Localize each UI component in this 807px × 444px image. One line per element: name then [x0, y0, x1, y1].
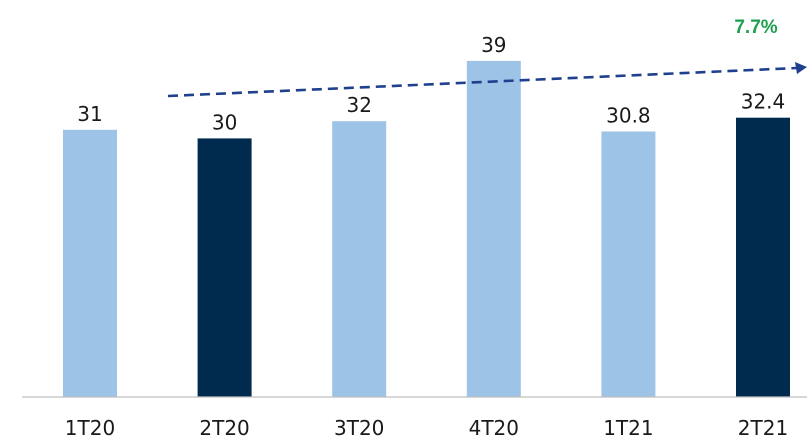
x-tick-label-3T20: 3T20	[334, 416, 384, 440]
bars-group	[63, 60, 790, 398]
value-label-1T20: 31	[77, 102, 102, 126]
bar-1T20	[63, 129, 117, 398]
value-label-1T21: 30.8	[606, 104, 651, 128]
value-labels-group: 31 30 32 39 30.8 32.4	[77, 33, 785, 134]
trend-arrow-head	[795, 62, 807, 74]
tick-labels-group: 1T20 2T20 3T20 4T20 1T21 2T21	[65, 416, 788, 440]
x-tick-label-1T21: 1T21	[603, 416, 653, 440]
bar-2T21	[736, 117, 790, 397]
growth-annotation-label: 7.7%	[734, 17, 777, 38]
x-tick-label-2T20: 2T20	[199, 416, 249, 440]
trend-arrow-line	[167, 66, 798, 98]
bar-3T20	[332, 121, 387, 397]
bar-4T20	[466, 60, 521, 398]
value-label-3T20: 32	[346, 93, 371, 117]
bar-2T20	[197, 138, 252, 397]
value-label-4T20: 39	[481, 33, 506, 57]
x-tick-label-2T21: 2T21	[738, 416, 788, 440]
value-label-2T21: 32.4	[741, 90, 786, 114]
x-tick-label-1T20: 1T20	[65, 416, 115, 440]
value-label-2T20: 30	[212, 110, 237, 134]
bar-1T21	[601, 131, 656, 397]
x-tick-label-4T20: 4T20	[469, 416, 519, 440]
